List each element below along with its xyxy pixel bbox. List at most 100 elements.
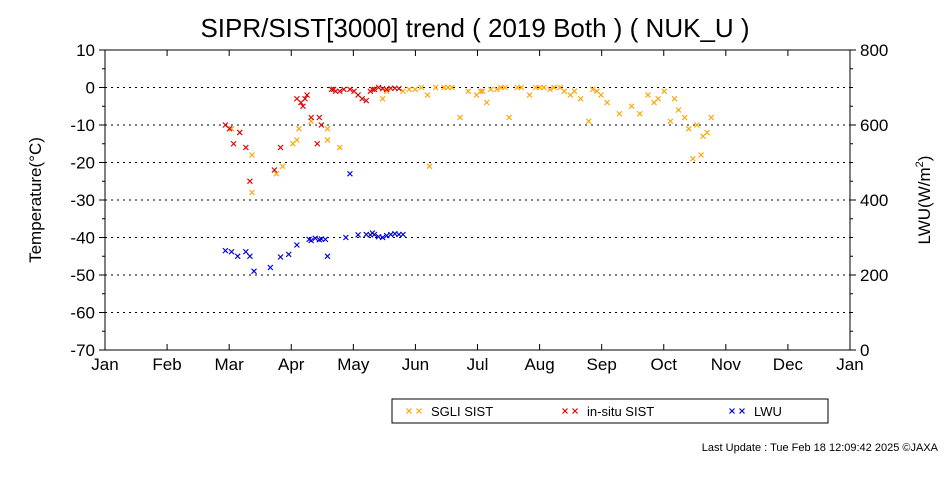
right-tick-label: 400 <box>860 191 888 210</box>
point-lwu <box>246 253 253 260</box>
point-in-situ-sist <box>336 88 343 95</box>
x-tick-label: Mar <box>215 355 245 374</box>
left-tick-label: -10 <box>70 116 95 135</box>
point-in-situ-sist <box>246 178 253 185</box>
legend-marker <box>739 408 745 414</box>
x-tick-label: Apr <box>278 355 305 374</box>
point-sgli-sist <box>228 125 235 132</box>
point-in-situ-sist <box>271 167 278 173</box>
left-tick-label: -60 <box>70 304 95 323</box>
y-axis-left-label: Temperature(°C) <box>26 137 45 263</box>
point-sgli-sist <box>628 103 635 110</box>
right-tick-label: 0 <box>860 341 869 360</box>
x-tick-label: Oct <box>651 355 678 374</box>
left-tick-label: -30 <box>70 191 95 210</box>
x-tick-label: Jan <box>836 355 863 374</box>
right-tick-label: 600 <box>860 116 888 135</box>
point-sgli-sist <box>293 137 300 143</box>
point-in-situ-sist <box>363 97 370 104</box>
point-sgli-sist <box>324 137 331 143</box>
point-in-situ-sist <box>395 85 402 92</box>
point-sgli-sist <box>616 110 623 117</box>
point-sgli-sist <box>693 122 700 128</box>
point-sgli-sist <box>249 189 255 196</box>
left-tick-label: 0 <box>86 79 95 98</box>
point-in-situ-sist <box>369 86 376 93</box>
point-in-situ-sist <box>316 114 323 121</box>
chart-title: SIPR/SIST[3000] trend ( 2019 Both ) ( NU… <box>200 13 749 43</box>
point-sgli-sist <box>675 107 682 113</box>
x-tick-label: Jul <box>467 355 489 374</box>
point-in-situ-sist <box>300 103 306 110</box>
legend-marker <box>729 408 735 414</box>
point-sgli-sist <box>493 86 500 93</box>
point-sgli-sist <box>661 88 668 95</box>
point-sgli-sist <box>704 129 711 136</box>
point-sgli-sist <box>424 92 431 98</box>
point-sgli-sist <box>502 84 508 91</box>
point-lwu <box>371 231 378 238</box>
point-in-situ-sist <box>383 86 390 93</box>
point-lwu <box>234 253 241 260</box>
point-lwu <box>312 235 319 242</box>
point-lwu <box>285 251 292 258</box>
point-sgli-sist <box>477 88 484 95</box>
point-sgli-sist <box>426 163 433 170</box>
point-sgli-sist <box>487 86 494 93</box>
point-sgli-sist <box>324 125 331 132</box>
point-in-situ-sist <box>347 86 353 93</box>
point-lwu <box>379 234 386 241</box>
point-lwu <box>222 247 229 254</box>
legend-label: SGLI SIST <box>431 404 493 419</box>
point-sgli-sist <box>598 92 604 98</box>
right-tick-label: 200 <box>860 266 888 285</box>
point-sgli-sist <box>412 86 419 93</box>
point-sgli-sist <box>561 88 568 95</box>
left-tick-label: -50 <box>70 266 95 285</box>
point-sgli-sist <box>418 84 425 91</box>
x-tick-label: Sep <box>587 355 617 374</box>
x-tick-label: May <box>337 355 370 374</box>
point-sgli-sist <box>589 86 596 93</box>
point-in-situ-sist <box>375 84 382 91</box>
x-tick-label: Feb <box>152 355 181 374</box>
point-lwu <box>251 268 257 275</box>
legend-label: LWU <box>754 404 782 419</box>
point-sgli-sist <box>479 88 486 95</box>
grid-layer <box>105 87 850 313</box>
point-lwu <box>383 232 390 239</box>
point-lwu <box>267 264 274 271</box>
point-lwu <box>308 237 315 244</box>
point-sgli-sist <box>551 84 557 91</box>
point-lwu <box>293 242 300 248</box>
point-sgli-sist <box>685 125 692 132</box>
x-tick-label: Jan <box>91 355 118 374</box>
point-sgli-sist <box>449 84 455 91</box>
left-axis: 10 0 -10 -20 -30 -40 -50 -60 -70 <box>70 41 105 360</box>
point-lwu <box>347 170 353 177</box>
point-lwu <box>322 236 329 243</box>
point-sgli-sist <box>604 99 611 106</box>
point-sgli-sist <box>249 152 255 158</box>
legend-marker <box>562 408 568 414</box>
data-marks <box>222 84 715 275</box>
point-sgli-sist <box>518 84 525 91</box>
point-sgli-sist <box>585 118 592 125</box>
point-lwu <box>242 248 249 255</box>
left-tick-label: -70 <box>70 341 95 360</box>
y-axis-right-label-main: LWU(W/m <box>915 167 934 244</box>
point-sgli-sist <box>698 152 704 158</box>
legend-box <box>391 398 829 424</box>
point-sgli-sist <box>273 170 280 177</box>
point-sgli-sist <box>540 84 547 91</box>
point-in-situ-sist <box>371 86 378 93</box>
point-in-situ-sist <box>318 122 325 128</box>
point-sgli-sist <box>667 118 674 125</box>
point-lwu <box>400 231 406 238</box>
point-lwu <box>342 234 349 241</box>
point-sgli-sist <box>577 95 584 102</box>
point-lwu <box>277 254 284 260</box>
point-sgli-sist <box>571 88 578 95</box>
point-in-situ-sist <box>359 95 366 102</box>
